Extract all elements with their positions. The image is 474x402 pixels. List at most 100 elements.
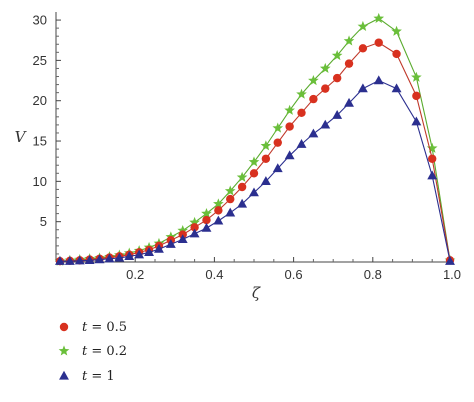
data-point	[189, 228, 200, 238]
data-point	[104, 253, 115, 263]
data-point	[309, 94, 318, 104]
data-point	[224, 185, 236, 196]
data-point	[272, 163, 283, 173]
y-tick-label: 30	[33, 13, 47, 28]
legend: t = 0.5t = 0.2t = 1	[58, 320, 127, 384]
data-point	[445, 255, 455, 265]
x-tick-label: 0.8	[364, 267, 382, 282]
data-point	[114, 252, 125, 262]
data-point	[285, 122, 294, 131]
data-point	[308, 74, 319, 86]
axes	[55, 12, 452, 263]
data-point	[84, 255, 95, 265]
legend-variable: t	[82, 320, 88, 335]
data-point	[213, 198, 224, 209]
data-point	[144, 247, 154, 256]
legend-marker	[59, 322, 69, 332]
legend-label: t = 0.5	[82, 320, 127, 335]
data-point	[260, 176, 271, 185]
data-point	[273, 138, 282, 147]
data-point	[357, 20, 369, 32]
y-ticks: 5 10 15 20 25 30	[33, 13, 61, 255]
data-point	[411, 71, 422, 82]
x-ticks: 0.2 0.4 0.6 0.8 1.0	[75, 257, 461, 282]
y-tick-label: 5	[40, 214, 47, 229]
data-point	[249, 169, 259, 178]
data-point	[201, 222, 212, 232]
data-point	[331, 49, 343, 61]
data-point	[428, 154, 437, 163]
series-layer	[54, 12, 456, 266]
legend-item: t = 1	[59, 369, 115, 384]
data-point	[237, 182, 247, 192]
y-tick-label: 25	[33, 53, 47, 68]
data-point	[284, 150, 295, 160]
data-point	[332, 73, 342, 83]
data-point	[344, 59, 354, 68]
data-point	[237, 198, 248, 208]
data-point	[373, 75, 384, 85]
data-point	[213, 215, 224, 225]
legend-value: = 0.5	[87, 320, 127, 335]
data-point	[391, 25, 402, 36]
legend-variable: t	[82, 369, 88, 384]
data-point	[358, 44, 368, 53]
data-point	[261, 154, 271, 163]
data-point	[319, 62, 331, 73]
data-point	[373, 12, 385, 23]
legend-item: t = 0.2	[58, 344, 127, 359]
data-point	[374, 38, 383, 47]
data-point	[284, 104, 295, 115]
data-point	[74, 255, 85, 265]
data-point	[272, 122, 284, 133]
data-point	[64, 255, 75, 265]
data-point	[134, 249, 145, 259]
data-point	[412, 91, 421, 101]
y-tick-label: 15	[33, 134, 47, 149]
data-point	[165, 239, 176, 248]
legend-marker	[58, 345, 70, 356]
legend-label: t = 0.2	[82, 344, 127, 359]
legend-variable: t	[82, 344, 88, 359]
data-point	[332, 110, 343, 119]
y-tick-label: 10	[33, 174, 47, 189]
x-axis-title: ζ	[252, 284, 261, 302]
data-point	[226, 194, 235, 204]
data-point	[177, 224, 189, 236]
data-point	[177, 234, 188, 244]
legend-value: = 0.2	[87, 344, 127, 359]
data-point	[236, 171, 248, 182]
legend-item: t = 0.5	[59, 320, 127, 335]
data-point	[94, 254, 105, 264]
data-point	[357, 83, 368, 93]
series-line	[59, 17, 451, 262]
series-line	[59, 42, 451, 262]
data-point	[154, 243, 164, 253]
x-tick-label: 1.0	[443, 267, 461, 282]
data-point	[124, 251, 135, 260]
data-point	[297, 108, 306, 118]
y-tick-label: 20	[33, 93, 47, 108]
data-point	[344, 97, 354, 107]
data-point	[202, 215, 211, 225]
data-point	[391, 83, 402, 93]
legend-value: = 1	[87, 369, 114, 384]
data-point	[320, 119, 331, 129]
series-circle	[55, 38, 455, 266]
data-point	[308, 128, 319, 138]
data-point	[321, 84, 330, 93]
x-tick-label: 0.4	[205, 267, 223, 282]
data-point	[249, 187, 259, 197]
x-tick-label: 0.6	[285, 267, 303, 282]
data-point	[248, 156, 260, 167]
data-point	[296, 139, 307, 148]
data-point	[55, 255, 65, 265]
data-point	[427, 170, 438, 180]
data-point	[296, 88, 307, 99]
data-point	[201, 208, 212, 219]
data-point	[190, 223, 199, 232]
data-point	[411, 116, 422, 126]
legend-label: t = 1	[82, 369, 115, 384]
data-point	[225, 207, 236, 217]
